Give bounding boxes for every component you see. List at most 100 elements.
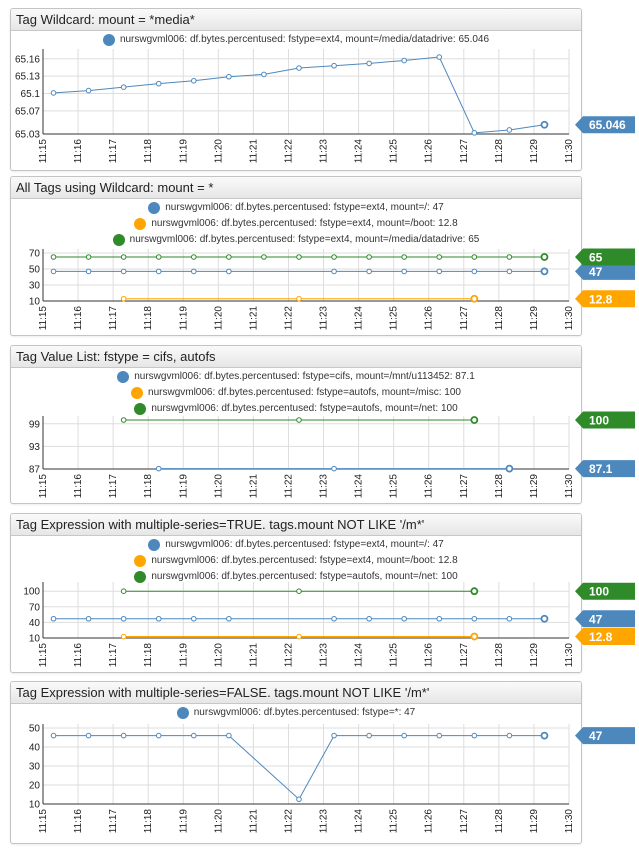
x-tick-label: 11:20	[213, 643, 224, 668]
line-chart: 11:15 11:16 11:17 11:18 11:19 11:20 11:21 11:22…	[29, 248, 635, 331]
legend-item[interactable]: nurswgvml006: df.bytes.percentused: fsty…	[11, 569, 581, 585]
data-point	[120, 588, 127, 594]
data-point	[471, 615, 478, 622]
x-tick-label: 11:29	[529, 139, 540, 164]
x-tick-label: 11:16	[73, 474, 84, 499]
legend: nurswgvml006: df.bytes.percentused: fsty…	[11, 32, 581, 48]
x-tick-label: 11:29	[529, 306, 540, 331]
x-tick-label: 11:21	[248, 643, 259, 668]
x-tick-label: 11:17	[108, 474, 119, 499]
x-tick-label: 11:20	[213, 809, 224, 834]
x-tick-label: 11:15	[38, 139, 49, 164]
data-point	[506, 732, 513, 739]
legend-swatch	[148, 539, 161, 551]
legend-swatch	[117, 371, 130, 383]
data-point	[226, 732, 232, 739]
data-point	[506, 254, 513, 260]
data-point	[155, 732, 162, 739]
x-tick-label: 11:26	[424, 643, 435, 668]
x-tick-label: 11:29	[529, 809, 540, 834]
legend-swatch	[176, 707, 189, 719]
data-point	[540, 253, 549, 261]
y-tick-label: 65.1	[21, 89, 41, 100]
legend-swatch	[148, 202, 161, 214]
x-tick-label: 11:16	[73, 809, 84, 834]
legend-label: nurswgvml006: df.bytes.percentused: fsty…	[148, 387, 461, 398]
x-tick-label: 11:22	[283, 643, 294, 668]
line-chart: 11:15 11:16 11:17 11:18 11:19 11:20 11:21 11:22…	[29, 411, 635, 499]
x-tick-label: 11:21	[248, 139, 259, 164]
value-callout-badge	[575, 290, 635, 308]
value-callout-badge	[575, 628, 635, 646]
legend-item[interactable]: nurswgvml006: df.bytes.percentused: fsty…	[11, 553, 581, 569]
value-callout-label: 100	[589, 414, 609, 428]
x-tick-label: 11:22	[283, 306, 294, 331]
y-tick-label: 10	[29, 297, 41, 308]
legend-swatch	[134, 218, 147, 230]
value-callout-label: 87.1	[589, 462, 613, 476]
chart-panel-1: Tag Wildcard: mount = *media* nurswgvml0…	[10, 8, 635, 171]
data-point	[120, 84, 127, 90]
data-point	[85, 732, 92, 739]
data-point	[401, 615, 407, 622]
panel-title: Tag Expression with multiple-series=TRUE…	[11, 514, 581, 536]
panel-title: Tag Wildcard: mount = *media*	[11, 9, 581, 31]
panel-title: Tag Value List: fstype = cifs, autofs	[11, 346, 581, 368]
data-point	[190, 732, 197, 739]
data-point	[226, 615, 232, 622]
x-tick-label: 11:24	[354, 809, 365, 834]
value-callout-badge	[575, 262, 635, 280]
data-point	[155, 268, 162, 275]
x-tick-label: 11:18	[143, 474, 154, 499]
x-tick-label: 11:25	[389, 139, 400, 164]
y-tick-label: 30	[29, 762, 41, 773]
legend-item[interactable]: nurswgvml006: df.bytes.percentused: fsty…	[11, 385, 581, 401]
data-point	[296, 633, 302, 640]
value-callout-badge	[575, 727, 635, 745]
data-point	[471, 268, 478, 275]
data-point	[50, 268, 57, 275]
x-tick-label: 11:16	[73, 643, 84, 668]
x-tick-label: 11:20	[213, 306, 224, 331]
x-tick-label: 11:23	[319, 139, 330, 164]
legend-label: nurswgvml006: df.bytes.percentused: fsty…	[151, 218, 458, 229]
data-point	[401, 268, 407, 275]
x-tick-label: 11:23	[319, 474, 330, 499]
legend-label: nurswgvml006: df.bytes.percentused: fsty…	[151, 571, 458, 582]
data-point	[120, 615, 127, 622]
legend-item[interactable]: nurswgvml006: df.bytes.percentused: fsty…	[11, 216, 581, 232]
legend-item[interactable]: nurswgvml006: df.bytes.percentused: fsty…	[11, 369, 581, 385]
data-point	[506, 615, 513, 622]
data-point	[471, 732, 478, 739]
x-tick-label: 11:21	[248, 306, 259, 331]
x-tick-label: 11:22	[283, 809, 294, 834]
x-tick-label: 11:26	[424, 809, 435, 834]
legend: nurswgvml006: df.bytes.percentused: fsty…	[11, 537, 581, 585]
line-chart: 11:15 11:16 11:17 11:18 11:19 11:20 11:21 11:22…	[29, 724, 635, 834]
chart-panel-5: Tag Expression with multiple-series=FALS…	[10, 681, 635, 844]
legend-item[interactable]: nurswgvml006: df.bytes.percentused: fsty…	[11, 537, 581, 553]
data-point	[190, 77, 197, 84]
x-tick-label: 11:30	[564, 474, 575, 499]
data-point	[540, 120, 549, 129]
legend-item[interactable]: nurswgvml006: df.bytes.percentused: fsty…	[11, 200, 581, 216]
legend-item[interactable]: nurswgvml006: df.bytes.percentused: fsty…	[11, 32, 581, 48]
x-tick-label: 11:26	[424, 306, 435, 331]
panel-title: All Tags using Wildcard: mount = *	[11, 177, 581, 199]
data-point	[436, 254, 443, 260]
data-point	[436, 54, 443, 60]
data-point	[120, 268, 127, 275]
y-tick-label: 65.03	[15, 130, 40, 141]
legend-swatch	[134, 555, 147, 567]
legend-item[interactable]: nurswgvml006: df.bytes.percentused: fsty…	[11, 401, 581, 417]
x-tick-label: 11:15	[38, 474, 49, 499]
legend-item[interactable]: nurswgvml006: df.bytes.percentused: fsty…	[11, 705, 581, 721]
x-tick-label: 11:20	[213, 474, 224, 499]
x-tick-label: 11:24	[354, 306, 365, 331]
data-point	[436, 732, 443, 739]
panel-title: Tag Expression with multiple-series=FALS…	[11, 682, 581, 704]
legend-label: nurswgvml006: df.bytes.percentused: fsty…	[165, 202, 444, 213]
data-point	[155, 465, 162, 472]
y-tick-label: 100	[23, 587, 40, 598]
legend-item[interactable]: nurswgvml006: df.bytes.percentused: fsty…	[11, 232, 581, 248]
